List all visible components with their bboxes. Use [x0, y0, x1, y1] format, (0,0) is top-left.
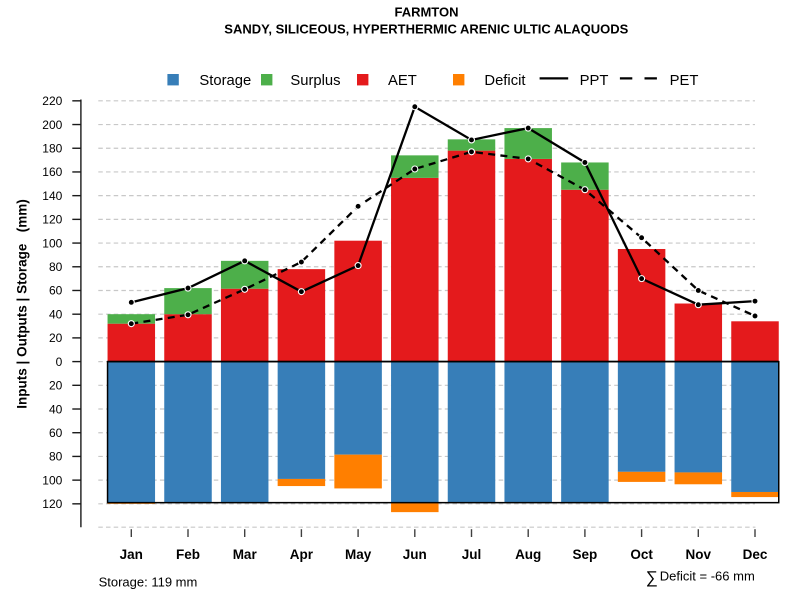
svg-text:PPT: PPT: [580, 73, 609, 89]
svg-text:Jan: Jan: [120, 547, 143, 562]
svg-text:PET: PET: [670, 73, 699, 89]
svg-text:FARMTON: FARMTON: [394, 4, 458, 19]
svg-text:AET: AET: [388, 73, 417, 89]
svg-text:100: 100: [42, 473, 62, 487]
svg-text:Deficit: Deficit: [484, 73, 525, 89]
svg-text:Mar: Mar: [233, 547, 258, 562]
svg-text:Surplus: Surplus: [290, 73, 340, 89]
svg-text:SANDY, SILICEOUS, HYPERTHERMIC: SANDY, SILICEOUS, HYPERTHERMIC ARENIC UL…: [224, 21, 628, 36]
svg-text:Feb: Feb: [176, 547, 200, 562]
svg-text:Sep: Sep: [573, 547, 598, 562]
svg-text:Jun: Jun: [403, 547, 427, 562]
svg-text:Jul: Jul: [462, 547, 482, 562]
svg-text:(mm): (mm): [15, 199, 30, 232]
svg-text:Storage: Storage: [199, 73, 251, 89]
svg-text:May: May: [345, 547, 372, 562]
svg-text:140: 140: [42, 189, 62, 203]
svg-text:Apr: Apr: [290, 547, 314, 562]
svg-text:120: 120: [42, 213, 62, 227]
svg-text:20: 20: [49, 331, 63, 345]
svg-text:80: 80: [49, 450, 63, 464]
svg-text:60: 60: [49, 284, 63, 298]
svg-text:20: 20: [49, 379, 63, 393]
svg-text:160: 160: [42, 165, 62, 179]
svg-text:80: 80: [49, 260, 63, 274]
svg-text:Deficit = -66 mm: Deficit = -66 mm: [660, 569, 755, 584]
svg-text:0: 0: [56, 355, 63, 369]
svg-text:Storage: 119 mm: Storage: 119 mm: [99, 575, 198, 590]
svg-text:40: 40: [49, 307, 63, 321]
svg-text:120: 120: [42, 497, 62, 511]
svg-text:220: 220: [42, 94, 62, 108]
svg-text:60: 60: [49, 426, 63, 440]
svg-text:40: 40: [49, 402, 63, 416]
svg-text:200: 200: [42, 118, 62, 132]
svg-text:180: 180: [42, 141, 62, 155]
svg-text:Aug: Aug: [515, 547, 541, 562]
svg-text:Inputs | Outputs | Storage: Inputs | Outputs | Storage: [15, 243, 30, 409]
svg-text:Oct: Oct: [630, 547, 653, 562]
svg-text:Nov: Nov: [686, 547, 712, 562]
svg-text:∑: ∑: [646, 568, 658, 587]
svg-text:100: 100: [42, 236, 62, 250]
svg-text:Dec: Dec: [743, 547, 768, 562]
